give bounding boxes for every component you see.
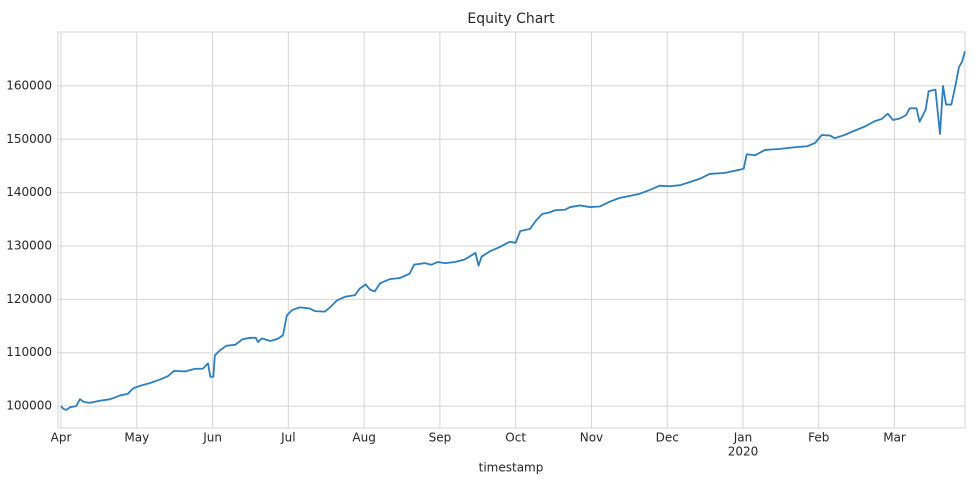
y-tick-label: 110000 xyxy=(6,345,52,359)
x-tick-label: Sep xyxy=(429,431,452,445)
y-tick-label: 100000 xyxy=(6,399,52,413)
x-tick-label: Nov xyxy=(580,431,603,445)
x-tick-label: Oct xyxy=(505,431,526,445)
line-series xyxy=(60,50,966,411)
x-tick-label: Apr xyxy=(51,431,72,445)
chart-title: Equity Chart xyxy=(467,11,555,27)
y-tick-label: 130000 xyxy=(6,239,52,253)
x-tick-label: Aug xyxy=(352,431,375,445)
x-tick-label: Jul xyxy=(280,431,295,445)
y-tick-label: 120000 xyxy=(6,292,52,306)
x-tick-label: Dec xyxy=(656,431,679,445)
x-tick-label: Jan xyxy=(733,431,753,445)
x-tick-label: Mar xyxy=(883,431,906,445)
x-tick-sublabel: 2020 xyxy=(728,445,759,459)
x-tick-label: Feb xyxy=(808,431,829,445)
x-axis-label: timestamp xyxy=(479,461,544,475)
x-tick-label: May xyxy=(124,431,149,445)
y-tick-label: 160000 xyxy=(6,78,52,92)
y-tick-label: 140000 xyxy=(6,185,52,199)
x-tick-label: Jun xyxy=(202,431,222,445)
y-tick-label: 150000 xyxy=(6,132,52,146)
plot-frame xyxy=(57,31,966,429)
